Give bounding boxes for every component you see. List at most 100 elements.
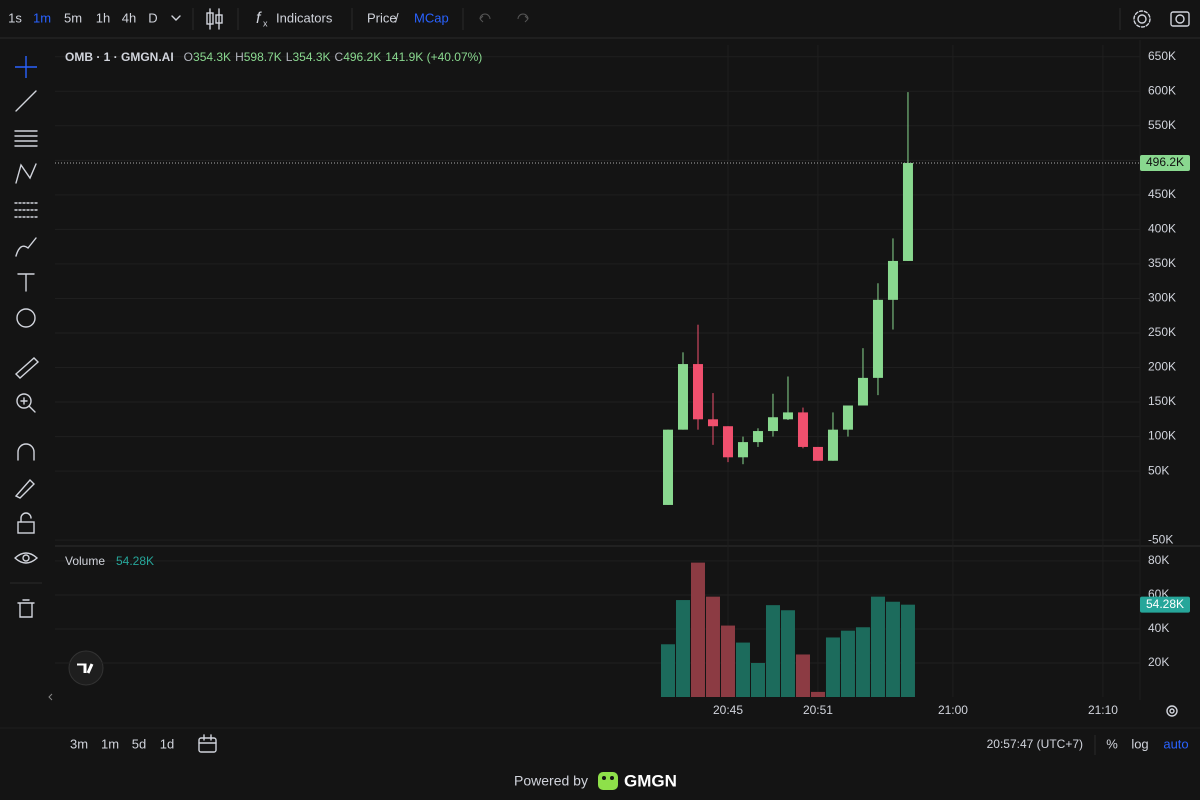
volume-bar [720, 625, 735, 697]
crosshair-tool[interactable] [15, 56, 37, 78]
candle-body [857, 377, 868, 406]
volume-bar [735, 642, 750, 697]
brand: GMGN [624, 771, 677, 790]
interval-button[interactable]: 4h [122, 10, 136, 25]
fx-icon: x [263, 18, 268, 28]
candle-body [737, 442, 748, 458]
axis-settings-button[interactable] [1166, 705, 1178, 717]
lock-tool[interactable] [17, 512, 35, 534]
trendline-tool[interactable] [15, 90, 37, 112]
candle-body [887, 260, 898, 300]
price-toggle[interactable]: Price [367, 10, 397, 25]
volume-tick-label: 20K [1148, 655, 1169, 669]
volume-bar [675, 600, 690, 697]
x-tick-label: 21:10 [1088, 703, 1118, 717]
auto-toggle[interactable]: auto [1163, 736, 1188, 751]
clock: 20:57:47 (UTC+7) [987, 737, 1083, 751]
pattern-tool[interactable] [15, 163, 37, 184]
range-button[interactable]: 1d [160, 736, 174, 751]
y-tick-label: -50K [1148, 532, 1173, 546]
powered-by: Powered by [514, 773, 588, 789]
legend-key: L [286, 50, 293, 64]
interval-button[interactable]: 1s [8, 10, 22, 25]
y-tick-label: 50K [1148, 463, 1169, 477]
ohlc-legend: OMB · 1 · GMGN.AI O354.3K H598.7K L354.3K C4… [65, 50, 482, 64]
plot-area: 496.2K 54.28K [55, 92, 1190, 697]
emoji-tool[interactable] [16, 308, 36, 328]
volume-bar [855, 627, 870, 697]
range-button[interactable]: 1m [101, 736, 119, 751]
interval-dropdown[interactable] [171, 15, 181, 21]
legend-key: O [184, 50, 193, 64]
lock-drawing-tool[interactable] [14, 478, 35, 499]
volume-bar [900, 604, 915, 697]
volume-label: Volume [65, 554, 105, 568]
magnet-tool[interactable] [17, 443, 35, 461]
volume-bar [810, 691, 825, 697]
candle-body [842, 405, 853, 430]
range-button[interactable]: 3m [70, 736, 88, 751]
interval-button[interactable]: 1h [96, 10, 110, 25]
y-tick-label: 200K [1148, 360, 1176, 374]
chart-type-button[interactable] [206, 8, 223, 30]
volume-tick-label: 40K [1148, 621, 1169, 635]
text-tool[interactable] [17, 273, 35, 292]
y-tick-label: 150K [1148, 394, 1176, 408]
left-toolbar [10, 56, 42, 618]
fib-tool[interactable] [14, 130, 38, 147]
y-tick-label: 100K [1148, 429, 1176, 443]
settings-button[interactable] [1133, 10, 1151, 28]
redo-button[interactable] [517, 13, 529, 23]
volume-bar [885, 601, 900, 697]
collapse-button[interactable] [48, 693, 53, 701]
legend-key: C [335, 50, 344, 64]
candle-body [782, 412, 793, 420]
goto-date-button[interactable] [198, 734, 217, 753]
candle-body [827, 429, 838, 461]
candle-body [812, 446, 823, 461]
x-tick-label: 20:51 [803, 703, 833, 717]
log-toggle[interactable]: log [1131, 736, 1148, 751]
interval-button[interactable]: D [148, 10, 157, 25]
separator: / [395, 10, 399, 25]
last-price-label: 496.2K [1146, 155, 1184, 169]
interval-button[interactable]: 1m [33, 10, 51, 25]
grid: -50K 50K 100K 150K 200K 250K 300K 350K 400K 450K 5… [55, 45, 1176, 717]
volume-bar [795, 654, 810, 697]
volume-bar [660, 644, 675, 697]
volume-bar [765, 605, 780, 697]
brush-tool[interactable] [15, 237, 37, 257]
fx-icon: f [256, 10, 262, 27]
y-tick-label: 450K [1148, 187, 1176, 201]
legend-value: 496.2K [343, 50, 381, 64]
x-tick-label: 21:00 [938, 703, 968, 717]
volume-bar [705, 596, 720, 697]
gmgn-logo [598, 772, 618, 790]
volume-value: 54.28K [116, 554, 154, 568]
legend-value: 354.3K [193, 50, 231, 64]
undo-button[interactable] [479, 13, 491, 23]
candle-body [872, 299, 883, 378]
projection-tool[interactable] [14, 202, 38, 218]
ruler-tool[interactable] [14, 357, 40, 379]
candle-body [752, 431, 763, 443]
candle-body [797, 412, 808, 447]
zoom-tool[interactable] [16, 393, 36, 413]
delete-tool[interactable] [17, 599, 35, 618]
hide-tool[interactable] [14, 552, 39, 564]
last-volume-badge [1140, 596, 1190, 613]
legend-value: 354.3K [292, 50, 330, 64]
percent-toggle[interactable]: % [1106, 736, 1118, 751]
candle-body [677, 364, 688, 430]
volume-bar [780, 610, 795, 697]
mcap-toggle[interactable]: MCap [414, 10, 449, 25]
screenshot-button[interactable] [1170, 11, 1190, 27]
x-tick-label: 20:45 [713, 703, 743, 717]
candle-body [707, 419, 718, 427]
interval-button[interactable]: 5m [64, 10, 82, 25]
y-tick-label: 250K [1148, 325, 1176, 339]
indicators-button[interactable]: Indicators [276, 10, 333, 25]
range-button[interactable]: 5d [132, 736, 146, 751]
